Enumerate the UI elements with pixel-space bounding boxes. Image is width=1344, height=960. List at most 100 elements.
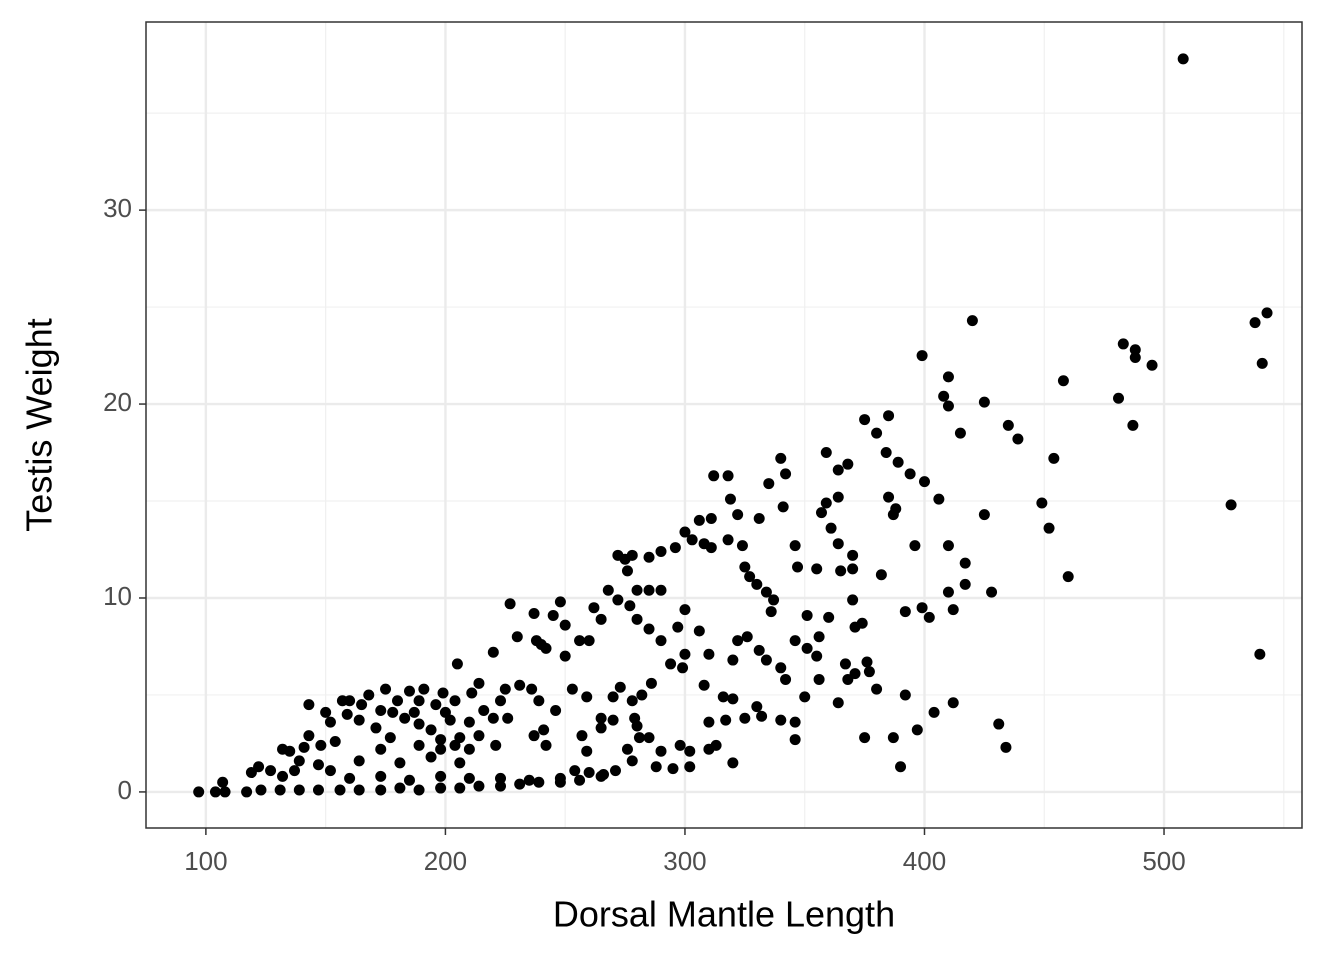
point [938,390,950,402]
point [387,706,399,718]
point [1048,452,1060,464]
point [942,400,954,412]
point [473,730,485,742]
point [1117,338,1129,350]
point [883,491,895,503]
point [842,673,854,685]
point [959,578,971,590]
point [408,706,420,718]
point [835,565,847,577]
point [554,596,566,608]
point [947,604,959,616]
point [775,662,787,674]
point [569,765,581,777]
point [811,650,823,662]
point [1249,317,1261,329]
point [674,739,686,751]
point [370,722,382,734]
point [631,584,643,596]
point [895,761,907,773]
x-tick-label: 200 [424,846,467,876]
point [693,625,705,637]
point [679,648,691,660]
point [303,730,315,742]
point [928,706,940,718]
point [667,763,679,775]
point [554,772,566,784]
point [756,710,768,722]
point [277,743,289,755]
point [581,691,593,703]
point [312,784,324,796]
point [789,716,801,728]
point [413,695,425,707]
point [775,714,787,726]
point [418,683,430,695]
point [1129,352,1141,364]
point [1062,571,1074,583]
point [245,767,257,779]
point [789,734,801,746]
point [574,774,586,786]
point [727,757,739,769]
point [399,712,411,724]
point [334,784,346,796]
point [849,621,861,633]
point [650,761,662,773]
point [559,619,571,631]
point [473,677,485,689]
point [887,732,899,744]
point [614,681,626,693]
point [595,712,607,724]
point [753,512,765,524]
point [363,689,375,701]
point [435,770,447,782]
point [566,683,578,695]
point [559,650,571,662]
point [789,540,801,552]
point [1113,392,1125,404]
point [303,699,315,711]
point [298,741,310,753]
point [966,315,978,327]
point [478,704,490,716]
point [435,734,447,746]
point [324,716,336,728]
point [514,778,526,790]
point [495,780,507,792]
point [576,730,588,742]
point [679,526,691,538]
point [504,598,516,610]
point [523,774,535,786]
point [727,654,739,666]
point [607,714,619,726]
point [394,757,406,769]
point [643,584,655,596]
point [643,732,655,744]
point [801,609,813,621]
point [466,687,478,699]
point [353,784,365,796]
point [209,786,221,798]
point [583,767,595,779]
point [899,689,911,701]
point [463,772,475,784]
y-tick-label: 20 [103,387,132,417]
point [832,538,844,550]
point [495,695,507,707]
point [629,712,641,724]
point [1177,53,1189,65]
point [392,695,404,707]
point [823,611,835,623]
point [739,712,751,724]
point [705,542,717,554]
point [619,553,631,565]
point [1000,741,1012,753]
point [655,745,667,757]
point [425,751,437,763]
point [780,468,792,480]
point [451,658,463,670]
point [751,701,763,713]
point [502,712,514,724]
point [274,784,286,796]
